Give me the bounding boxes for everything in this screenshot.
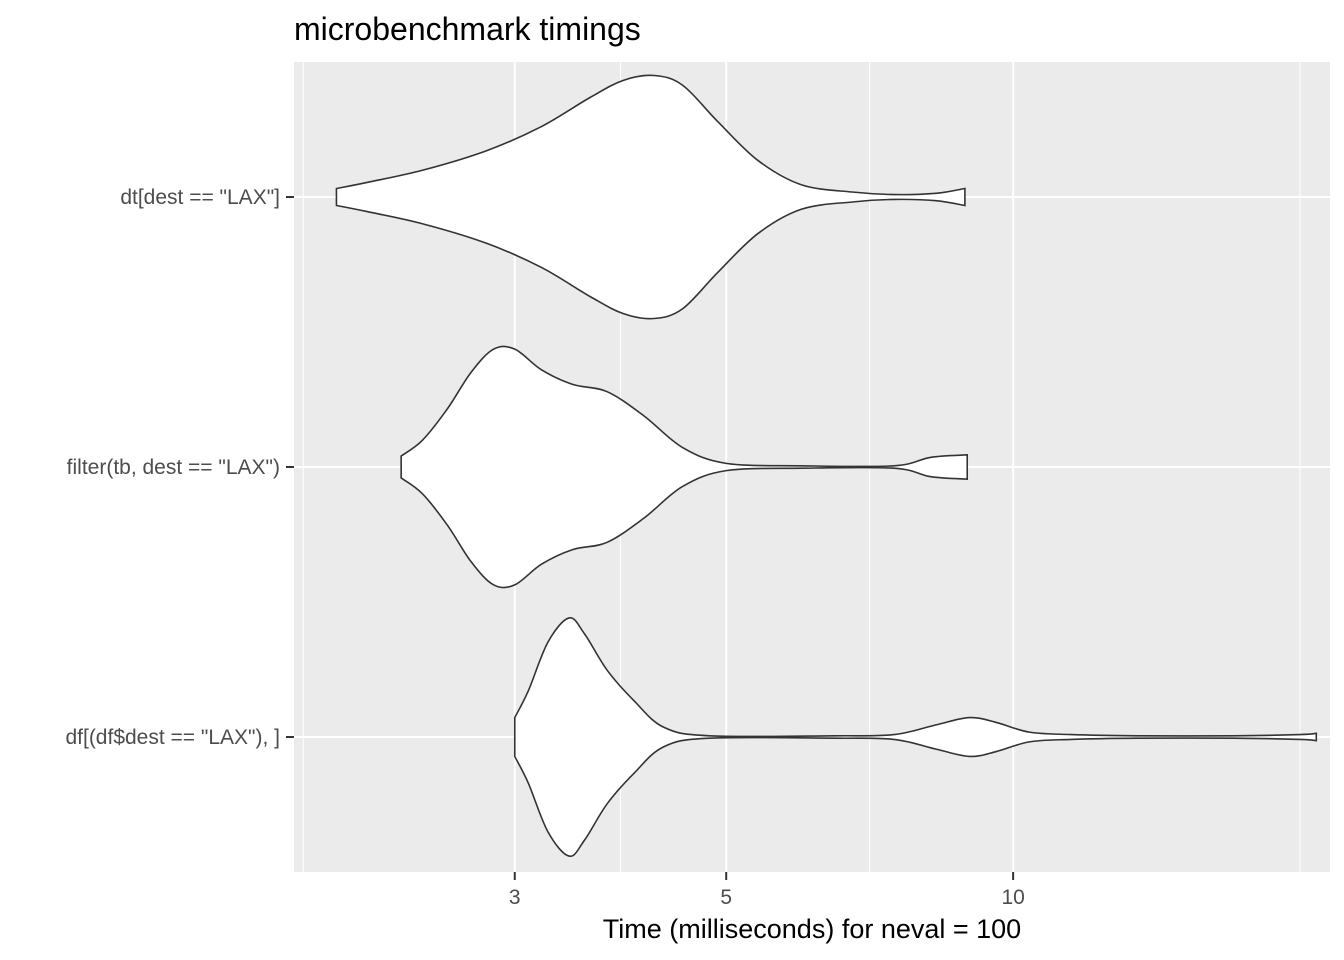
category-label: dt[dest == "LAX"] [120,186,280,209]
violin-1 [335,74,966,320]
violin-3 [513,617,1318,857]
x-axis-title: Time (milliseconds) for neval = 100 [603,914,1021,944]
category-label: df[(df$dest == "LAX"), ] [65,726,280,749]
x-tick-label: 10 [1001,886,1024,909]
x-tick-label: 3 [509,886,521,909]
x-axis: 3 5 10 [509,872,1025,909]
chart-title: microbenchmark timings [294,11,641,47]
violin-2 [400,345,969,589]
category-label: filter(tb, dest == "LAX") [67,456,280,479]
x-tick-label: 5 [720,886,732,909]
y-axis: dt[dest == "LAX"] filter(tb, dest == "LAX… [65,186,294,749]
violins [335,74,1318,857]
